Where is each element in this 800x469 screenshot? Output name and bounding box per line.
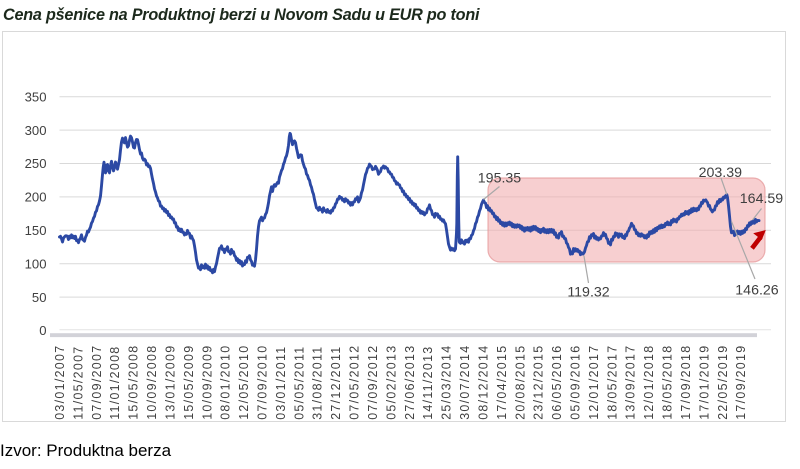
svg-text:20/08/2015: 20/08/2015	[513, 345, 527, 420]
svg-text:12/01/2017: 12/01/2017	[587, 345, 601, 420]
svg-text:22/05/2019: 22/05/2019	[716, 345, 730, 420]
svg-text:119.32: 119.32	[567, 285, 609, 301]
svg-text:25/03/2014: 25/03/2014	[440, 345, 454, 420]
svg-text:05/02/2013: 05/02/2013	[384, 345, 398, 420]
svg-text:10/09/2009: 10/09/2009	[200, 345, 214, 420]
svg-text:05/09/2016: 05/09/2016	[568, 345, 582, 420]
svg-text:15/05/2009: 15/05/2009	[182, 345, 196, 420]
svg-text:0: 0	[39, 323, 46, 338]
svg-text:350: 350	[25, 89, 47, 104]
svg-text:18/05/2018: 18/05/2018	[661, 345, 675, 420]
svg-text:08/01/2010: 08/01/2010	[219, 345, 233, 420]
svg-text:05/05/2011: 05/05/2011	[292, 345, 306, 419]
svg-text:250: 250	[25, 156, 47, 171]
svg-text:07/09/2010: 07/09/2010	[256, 345, 270, 420]
svg-text:06/05/2016: 06/05/2016	[550, 345, 564, 420]
svg-text:31/08/2011: 31/08/2011	[311, 345, 325, 419]
svg-text:17/09/2018: 17/09/2018	[679, 345, 693, 420]
svg-text:200: 200	[25, 190, 47, 205]
svg-text:07/05/2012: 07/05/2012	[348, 345, 362, 420]
svg-text:164.59: 164.59	[740, 191, 784, 207]
svg-text:50: 50	[32, 290, 47, 305]
svg-text:30/07/2014: 30/07/2014	[458, 345, 472, 420]
svg-text:12/01/2018: 12/01/2018	[642, 345, 656, 420]
svg-text:17/01/2019: 17/01/2019	[697, 345, 711, 420]
svg-text:07/09/2012: 07/09/2012	[366, 345, 380, 420]
svg-text:17/04/2015: 17/04/2015	[495, 345, 509, 420]
svg-text:03/01/2007: 03/01/2007	[53, 345, 67, 420]
svg-text:11/05/2007: 11/05/2007	[71, 345, 85, 419]
svg-text:203.39: 203.39	[699, 165, 743, 181]
svg-text:27/06/2013: 27/06/2013	[403, 345, 417, 420]
svg-text:27/12/2011: 27/12/2011	[329, 345, 343, 419]
svg-text:11/01/2008: 11/01/2008	[108, 345, 122, 419]
svg-text:13/09/2017: 13/09/2017	[624, 345, 638, 420]
svg-text:300: 300	[25, 123, 47, 138]
svg-text:10/09/2008: 10/09/2008	[145, 345, 159, 420]
svg-text:146.26: 146.26	[735, 283, 779, 299]
svg-text:03/01/2011: 03/01/2011	[274, 345, 288, 419]
svg-text:195.35: 195.35	[478, 171, 522, 187]
svg-text:13/01/2009: 13/01/2009	[163, 345, 177, 420]
svg-text:23/12/2015: 23/12/2015	[532, 345, 546, 420]
svg-text:100: 100	[25, 256, 47, 271]
svg-text:18/05/2017: 18/05/2017	[605, 345, 619, 420]
svg-text:14/11/2013: 14/11/2013	[421, 345, 435, 419]
svg-text:07/09/2007: 07/09/2007	[90, 345, 104, 420]
svg-text:17/09/2019: 17/09/2019	[734, 345, 748, 420]
svg-text:150: 150	[25, 223, 47, 238]
svg-text:08/12/2014: 08/12/2014	[476, 345, 490, 420]
svg-text:15/05/2008: 15/05/2008	[127, 345, 141, 420]
svg-text:12/05/2010: 12/05/2010	[237, 345, 251, 420]
